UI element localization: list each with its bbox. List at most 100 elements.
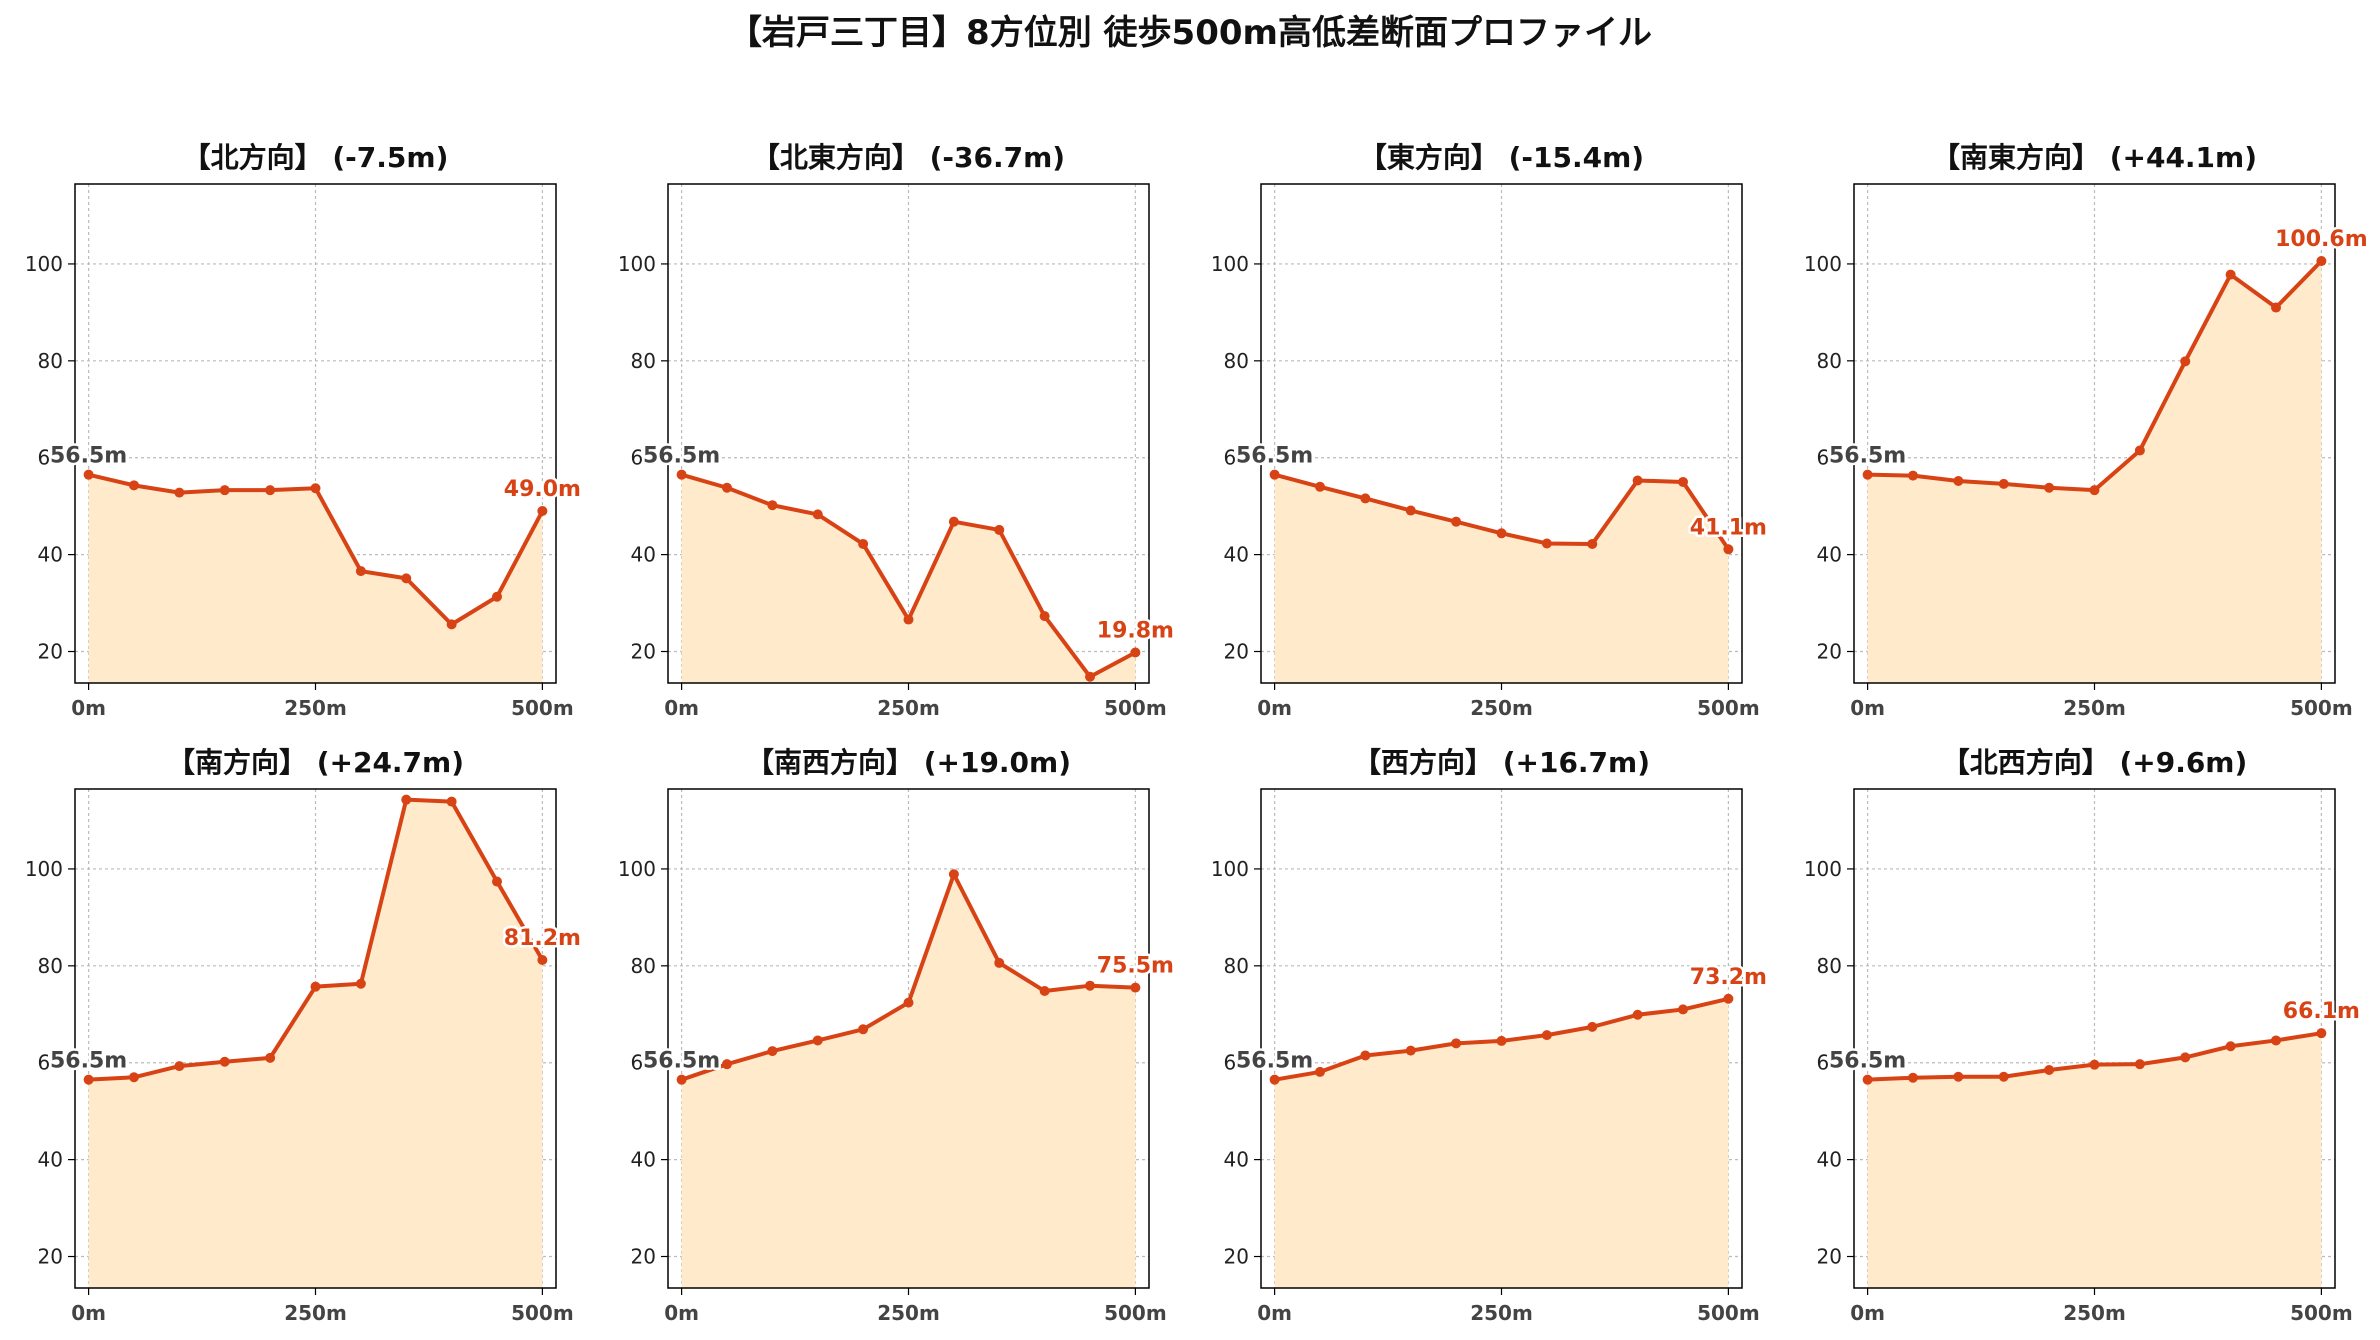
data-point	[948, 869, 959, 880]
xtick-label: 0m	[71, 1301, 106, 1325]
panel-title: 【南方向】 (+24.7m)	[167, 746, 464, 779]
figure-title: 【岩戸三丁目】8方位別 徒歩500m高低差断面プロファイル	[728, 13, 1652, 53]
ytick-label: 100	[1804, 252, 1842, 276]
data-point	[994, 524, 1005, 535]
xtick-label: 500m	[2290, 1301, 2353, 1325]
ytick-label: 20	[631, 1245, 656, 1269]
panel-3: 【東方向】 (-15.4m) 20 40 60 80 100 0m 250m 500m 56.5m…	[1211, 141, 1770, 720]
ytick-label: 80	[1817, 349, 1842, 373]
data-point	[1039, 611, 1050, 622]
ytick-label: 20	[1817, 640, 1842, 664]
ytick-label: 60	[631, 1051, 656, 1075]
ytick-label: 60	[1817, 446, 1842, 470]
xtick-label: 0m	[1850, 1301, 1885, 1325]
ytick-label: 60	[631, 446, 656, 470]
panel-title: 【北東方向】 (-36.7m)	[752, 141, 1065, 174]
data-point	[1541, 538, 1552, 549]
area-fill	[88, 799, 543, 1288]
data-point	[1039, 986, 1050, 997]
data-point	[310, 981, 321, 992]
data-point	[721, 482, 732, 493]
start-value-label: 56.5m	[643, 444, 720, 469]
data-point	[2316, 1028, 2327, 1039]
data-point	[401, 794, 412, 805]
data-point	[1269, 1074, 1280, 1085]
area-fill	[1867, 1033, 2322, 1288]
ytick-label: 40	[631, 1148, 656, 1172]
start-value-label: 56.5m	[1236, 1049, 1313, 1074]
plot-area	[75, 789, 556, 1288]
data-point	[1130, 982, 1141, 993]
area-fill	[681, 474, 1136, 683]
data-point	[2271, 1035, 2282, 1046]
data-point	[1907, 1072, 1918, 1083]
area-fill	[1274, 474, 1729, 683]
end-value-label: 81.2m	[504, 926, 581, 951]
ytick-label: 20	[38, 1245, 63, 1269]
data-point	[2271, 302, 2282, 313]
data-point	[174, 1061, 185, 1072]
data-point	[1496, 528, 1507, 539]
end-value-label: 19.8m	[1097, 618, 1174, 643]
data-point	[1723, 993, 1734, 1004]
data-point	[1541, 1030, 1552, 1041]
ytick-label: 100	[25, 252, 63, 276]
data-point	[537, 506, 548, 517]
ytick-label: 40	[1224, 543, 1249, 567]
ytick-label: 40	[1817, 543, 1842, 567]
data-point	[1953, 1071, 1964, 1082]
ytick-label: 60	[38, 446, 63, 470]
ytick-label: 20	[1817, 1245, 1842, 1269]
data-point	[355, 978, 366, 989]
xtick-label: 0m	[1257, 1301, 1292, 1325]
xtick-label: 500m	[511, 696, 574, 720]
panel-1: 【北方向】 (-7.5m) 20 40 60 80 100 0m 250m 500m 56.5m 4…	[25, 141, 584, 720]
start-value-label: 56.5m	[643, 1049, 720, 1074]
ytick-label: 40	[1817, 1148, 1842, 1172]
ytick-label: 40	[38, 543, 63, 567]
plot-area	[1854, 184, 2335, 683]
ytick-label: 80	[1224, 349, 1249, 373]
data-point	[948, 516, 959, 527]
data-point	[1360, 1050, 1371, 1061]
xtick-label: 250m	[2063, 696, 2126, 720]
data-point	[2089, 485, 2100, 496]
data-point	[1862, 1074, 1873, 1085]
end-value-label: 66.1m	[2283, 999, 2360, 1024]
ytick-label: 60	[1817, 1051, 1842, 1075]
xtick-label: 250m	[877, 1301, 940, 1325]
data-point	[174, 487, 185, 498]
panel-5: 【南方向】 (+24.7m) 20 40 60 80 100 0m 250m 500m 56.5m…	[25, 746, 584, 1325]
data-point	[492, 591, 503, 602]
panels-group: 【北方向】 (-7.5m) 20 40 60 80 100 0m 250m 500m 56.5m 4…	[25, 141, 2370, 1325]
xtick-label: 0m	[1850, 696, 1885, 720]
data-point	[903, 614, 914, 625]
data-point	[1451, 516, 1462, 527]
data-point	[1723, 544, 1734, 555]
data-point	[1451, 1038, 1462, 1049]
data-point	[1678, 1004, 1689, 1015]
xtick-label: 500m	[1697, 696, 1760, 720]
data-point	[492, 876, 503, 887]
ytick-label: 20	[1224, 1245, 1249, 1269]
data-point	[2134, 1059, 2145, 1070]
data-point	[1130, 647, 1141, 658]
ytick-label: 100	[1211, 252, 1249, 276]
ytick-label: 80	[38, 954, 63, 978]
data-point	[83, 469, 94, 480]
ytick-label: 100	[618, 252, 656, 276]
data-point	[858, 538, 869, 549]
data-point	[2225, 269, 2236, 280]
panel-title: 【南東方向】 (+44.1m)	[1932, 141, 2257, 174]
start-value-label: 56.5m	[1236, 444, 1313, 469]
end-value-label: 41.1m	[1690, 515, 1767, 540]
data-point	[219, 485, 230, 496]
data-point	[1998, 478, 2009, 489]
data-point	[265, 485, 276, 496]
ytick-label: 100	[1211, 857, 1249, 881]
data-point	[128, 480, 139, 491]
ytick-label: 60	[1224, 1051, 1249, 1075]
xtick-label: 250m	[1470, 1301, 1533, 1325]
ytick-label: 60	[38, 1051, 63, 1075]
ytick-label: 60	[1224, 446, 1249, 470]
